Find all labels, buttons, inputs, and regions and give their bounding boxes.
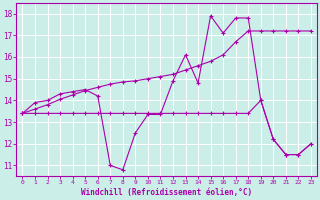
- X-axis label: Windchill (Refroidissement éolien,°C): Windchill (Refroidissement éolien,°C): [81, 188, 252, 197]
